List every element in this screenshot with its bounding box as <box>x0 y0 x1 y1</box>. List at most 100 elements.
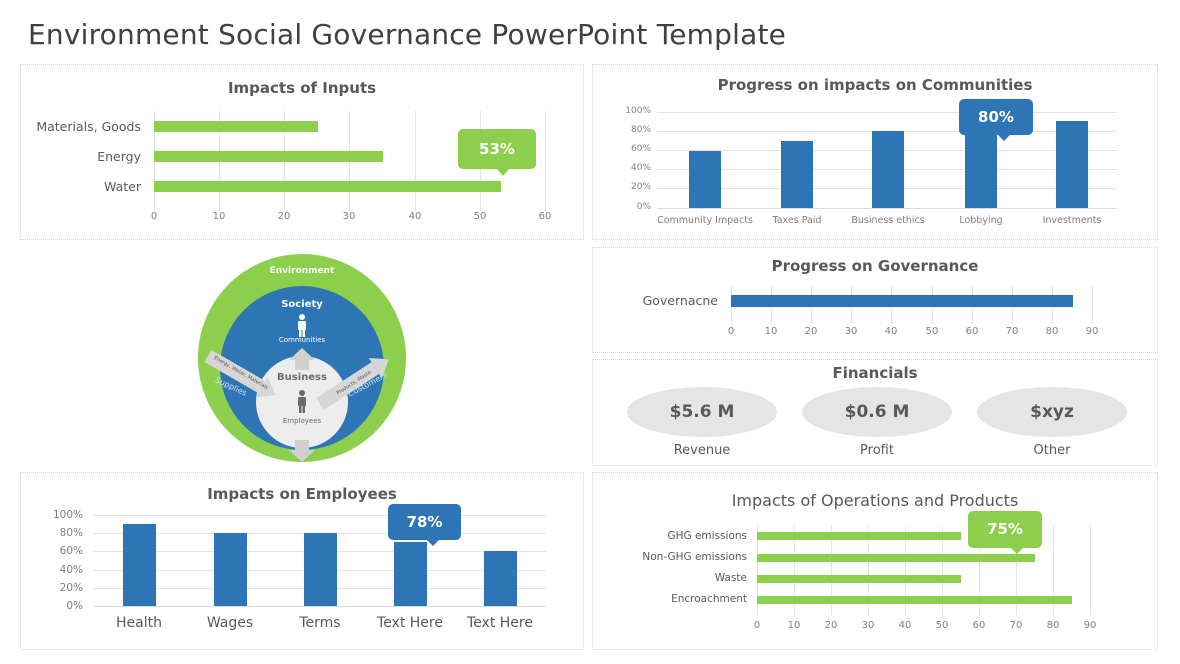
y-tick: 60% <box>59 545 83 557</box>
callout-80: 80% <box>959 99 1033 135</box>
person-icon <box>298 314 306 337</box>
x-category: Terms <box>299 615 341 631</box>
x-tick: 30 <box>342 211 356 222</box>
x-tick: 20 <box>824 620 838 631</box>
x-tick: 90 <box>1085 326 1099 337</box>
callout-tail <box>1011 548 1023 554</box>
y-tick: 40% <box>630 163 651 173</box>
bar-lobbying <box>965 131 997 208</box>
category-label: Energy <box>97 149 141 164</box>
page-title: Environment Social Governance PowerPoint… <box>28 18 787 51</box>
other-value: $xyz <box>977 387 1127 437</box>
x-tick: 70 <box>1005 326 1019 337</box>
x-tick: 20 <box>804 326 818 337</box>
callout-tail <box>497 169 509 176</box>
x-tick: 50 <box>473 211 487 222</box>
society-label: Society <box>281 299 323 310</box>
bar-wages <box>214 533 247 606</box>
category-label: Non-GHG emissions <box>642 551 747 563</box>
profit-value: $0.6 M <box>802 387 952 437</box>
person-icon <box>298 390 306 413</box>
y-tick: 20% <box>59 582 83 594</box>
business-label: Business <box>277 372 327 383</box>
category-label: Water <box>104 179 141 194</box>
x-category: Text Here <box>467 615 533 631</box>
category-label: Waste <box>714 572 747 584</box>
bar-non-ghg <box>757 554 1035 562</box>
x-tick: 60 <box>972 620 986 631</box>
x-category: Community Impacts <box>657 215 753 226</box>
chart-title: Impacts of Operations and Products <box>731 491 1019 510</box>
bar-ghg <box>757 532 961 540</box>
bar-materials <box>154 121 318 132</box>
chart-title: Impacts on Employees <box>207 485 397 503</box>
y-tick: 100% <box>52 509 83 521</box>
bar-business-ethics <box>872 131 904 208</box>
esg-diagram: Environment Society Communities Business… <box>196 252 408 464</box>
chart-title: Impacts of Inputs <box>227 79 377 97</box>
other-label: Other <box>1033 443 1071 458</box>
callout-75: 75% <box>968 511 1042 548</box>
financials-title: Financials <box>832 364 918 382</box>
callout-value: 80% <box>978 108 1014 126</box>
x-tick: 40 <box>898 620 912 631</box>
x-category: Taxes Paid <box>772 215 822 226</box>
callout-value: 78% <box>406 513 443 531</box>
y-tick: 100% <box>625 106 651 116</box>
bar-text-here-2 <box>484 551 517 606</box>
x-category: Wages <box>206 615 254 631</box>
y-tick: 0% <box>66 600 83 612</box>
bar-investments <box>1056 121 1088 208</box>
callout-tail <box>998 135 1010 141</box>
revenue-label: Revenue <box>673 443 731 458</box>
bar-community-impacts <box>689 151 721 208</box>
x-category: Investments <box>1042 215 1102 226</box>
bar-taxes-paid <box>781 141 813 208</box>
x-tick: 0 <box>727 326 735 337</box>
category-label: Encroachment <box>671 593 747 605</box>
callout-53: 53% <box>458 129 536 169</box>
panel-governance: Progress on Governance Governacne 0 10 2… <box>592 247 1158 353</box>
category-label: GHG emissions <box>667 530 747 542</box>
y-tick: 40% <box>59 564 83 576</box>
panel-communities: Progress on impacts on Communities 100% … <box>592 64 1158 240</box>
bar-waste <box>757 575 961 583</box>
x-tick: 80 <box>1046 620 1060 631</box>
x-tick: 60 <box>965 326 979 337</box>
x-tick: 10 <box>212 211 226 222</box>
x-category: Lobbying <box>959 215 1003 226</box>
x-tick: 90 <box>1083 620 1097 631</box>
bar-health <box>123 524 156 606</box>
x-tick: 30 <box>844 326 858 337</box>
callout-tail <box>427 540 439 546</box>
x-tick: 0 <box>150 211 158 222</box>
panel-financials: Financials $5.6 M $0.6 M $xyz Revenue Pr… <box>592 359 1158 466</box>
y-tick: 0% <box>636 202 651 212</box>
y-tick: 20% <box>630 182 651 192</box>
chart-title: Progress on Governance <box>771 257 979 275</box>
employees-label: Employees <box>282 417 322 425</box>
panel-operations: Impacts of Operations and Products GHG e… <box>592 472 1158 650</box>
x-tick: 50 <box>935 620 949 631</box>
revenue-value: $5.6 M <box>627 387 777 437</box>
communities-label: Communities <box>278 336 326 344</box>
x-category: Business ethics <box>851 215 925 226</box>
y-tick: 60% <box>630 144 651 154</box>
category-label: Governacne <box>642 293 718 308</box>
x-tick: 10 <box>787 620 801 631</box>
bar-encroachment <box>757 596 1072 604</box>
bar-water <box>154 181 501 192</box>
panel-employees: Impacts on Employees 100% 80% 60% 40% 20… <box>20 472 584 650</box>
callout-value: 53% <box>479 140 515 158</box>
x-tick: 40 <box>408 211 422 222</box>
x-tick: 50 <box>925 326 939 337</box>
y-tick: 80% <box>59 527 83 539</box>
callout-78: 78% <box>388 504 461 540</box>
chart-title: Progress on impacts on Communities <box>717 76 1033 94</box>
x-category: Health <box>116 615 162 631</box>
x-tick: 30 <box>861 620 875 631</box>
x-tick: 40 <box>884 326 898 337</box>
x-tick: 70 <box>1009 620 1023 631</box>
x-tick: 60 <box>538 211 552 222</box>
profit-label: Profit <box>860 443 894 458</box>
